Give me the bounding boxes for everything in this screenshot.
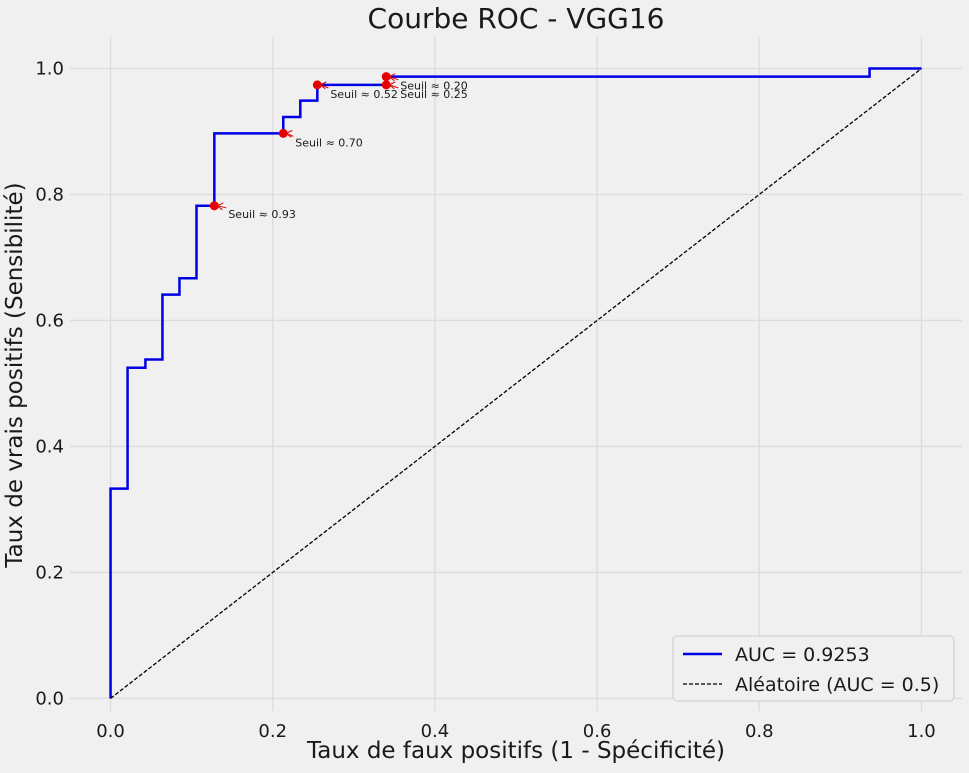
annotation-arrow	[217, 205, 227, 209]
y-axis-title: Taux de vrais positifs (Sensibilité)	[2, 182, 28, 568]
legend-box	[672, 635, 955, 702]
legend-label-auc: AUC = 0.9253	[735, 644, 870, 666]
y-tick-label: 0.6	[35, 310, 64, 331]
marker-layer: Seuil ≈ 0.93 Seuil ≈ 0.70 Seuil ≈ 0.52 Seui…	[209, 72, 468, 221]
annotation-arrowhead	[319, 81, 327, 90]
y-tick-label: 0.0	[35, 688, 64, 709]
annotation-label: Seuil ≈ 0.70	[295, 136, 363, 149]
x-tick-label: 0.6	[583, 721, 612, 742]
annotation-label: Seuil ≈ 0.25	[400, 88, 468, 101]
annotation-arrowhead	[388, 73, 396, 82]
threshold-marker	[312, 80, 322, 90]
y-tick-label: 1.0	[35, 58, 64, 79]
threshold-marker	[278, 128, 288, 138]
threshold-marker	[381, 80, 391, 90]
annotation-label: Seuil ≈ 0.93	[228, 208, 296, 221]
threshold-marker	[209, 201, 219, 211]
y-tick-label: 0.8	[35, 184, 64, 205]
y-tick-label: 0.2	[35, 562, 64, 583]
annotation-arrowhead	[388, 81, 396, 90]
series-line-random	[110, 67, 922, 699]
grid	[70, 37, 962, 711]
annotation-arrowhead	[285, 129, 293, 138]
x-tick-label: 0.2	[258, 721, 287, 742]
legend-label-random: Aléatoire (AUC = 0.5)	[735, 674, 939, 696]
x-tick-label: 0.8	[745, 721, 774, 742]
chart-title: Courbe ROC - VGG16	[368, 2, 665, 35]
x-tick-label: 0.4	[421, 721, 450, 742]
legend: AUC = 0.9253 Aléatoire (AUC = 0.5)	[672, 635, 955, 702]
y-tick-label: 0.4	[35, 436, 64, 457]
x-tick-label: 1.0	[907, 721, 936, 742]
annotation-label: Seuil ≈ 0.52	[330, 88, 398, 101]
annotation-arrow	[389, 76, 399, 81]
annotation-arrowhead	[216, 202, 224, 211]
x-tick-label: 0.0	[96, 721, 125, 742]
x-axis-title: Taux de faux positifs (1 - Spécificité)	[306, 738, 725, 764]
tick-labels: 0.0 0.2 0.4 0.6 0.8 1.0 0.0 0.2 0.4 0.6 0.8 1.0	[35, 58, 935, 742]
threshold-marker	[381, 72, 391, 82]
annotation-arrow	[389, 84, 399, 89]
annotation-label: Seuil ≈ 0.20	[400, 80, 468, 93]
